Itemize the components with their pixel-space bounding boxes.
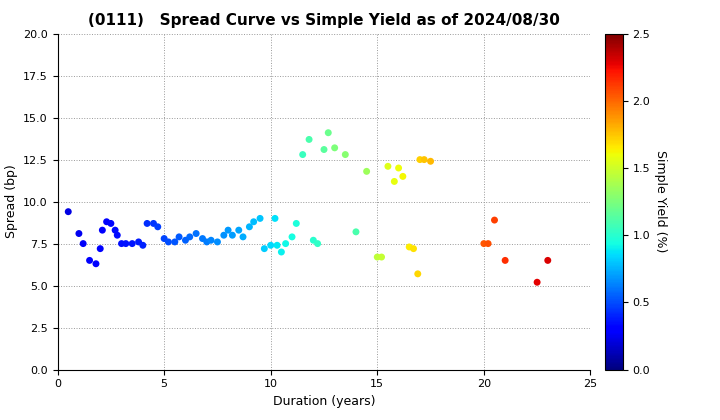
Y-axis label: Simple Yield (%): Simple Yield (%) — [654, 150, 667, 253]
Point — [101, 218, 112, 225]
Point — [271, 242, 283, 249]
Point — [478, 240, 490, 247]
X-axis label: Duration (years): Duration (years) — [273, 395, 375, 408]
Point — [116, 240, 127, 247]
Point — [141, 220, 153, 227]
Point — [109, 227, 121, 234]
Point — [212, 239, 223, 245]
Point — [361, 168, 372, 175]
Point — [184, 234, 196, 240]
Point — [152, 223, 163, 230]
Point — [276, 249, 287, 255]
Point — [376, 254, 387, 260]
Point — [90, 260, 102, 267]
Point — [389, 178, 400, 185]
Point — [127, 240, 138, 247]
Point — [265, 242, 276, 249]
Point — [323, 129, 334, 136]
Point — [303, 136, 315, 143]
Point — [291, 220, 302, 227]
Point — [105, 220, 117, 227]
Point — [174, 234, 185, 240]
Y-axis label: Spread (bp): Spread (bp) — [4, 165, 17, 239]
Point — [248, 218, 259, 225]
Title: (0111)   Spread Curve vs Simple Yield as of 2024/08/30: (0111) Spread Curve vs Simple Yield as o… — [88, 13, 560, 28]
Point — [287, 234, 298, 240]
Point — [238, 234, 249, 240]
Point — [205, 237, 217, 244]
Point — [489, 217, 500, 223]
Point — [318, 146, 330, 153]
Point — [382, 163, 394, 170]
Point — [482, 240, 494, 247]
Point — [63, 208, 74, 215]
Point — [269, 215, 281, 222]
Point — [412, 270, 423, 277]
Point — [218, 232, 230, 239]
Point — [414, 156, 426, 163]
Point — [84, 257, 95, 264]
Point — [148, 220, 159, 227]
Point — [393, 165, 405, 171]
Point — [222, 227, 234, 234]
Point — [158, 235, 170, 242]
Point — [312, 240, 323, 247]
Point — [112, 232, 123, 239]
Point — [258, 245, 270, 252]
Point — [243, 223, 255, 230]
Point — [403, 244, 415, 250]
Point — [233, 227, 245, 234]
Point — [180, 237, 192, 244]
Point — [197, 235, 208, 242]
Point — [163, 239, 174, 245]
Point — [169, 239, 181, 245]
Point — [397, 173, 409, 180]
Point — [340, 151, 351, 158]
Point — [500, 257, 511, 264]
Point — [73, 230, 85, 237]
Point — [372, 254, 383, 260]
Point — [350, 228, 361, 235]
Point — [542, 257, 554, 264]
Point — [132, 239, 144, 245]
Point — [531, 279, 543, 286]
Point — [94, 245, 106, 252]
Point — [254, 215, 266, 222]
Point — [408, 245, 419, 252]
Point — [418, 156, 430, 163]
Point — [227, 232, 238, 239]
Point — [307, 237, 319, 244]
Point — [190, 230, 202, 237]
Point — [297, 151, 308, 158]
Point — [120, 240, 132, 247]
Point — [280, 240, 292, 247]
Point — [329, 144, 341, 151]
Point — [201, 239, 212, 245]
Point — [137, 242, 148, 249]
Point — [425, 158, 436, 165]
Point — [78, 240, 89, 247]
Point — [96, 227, 108, 234]
